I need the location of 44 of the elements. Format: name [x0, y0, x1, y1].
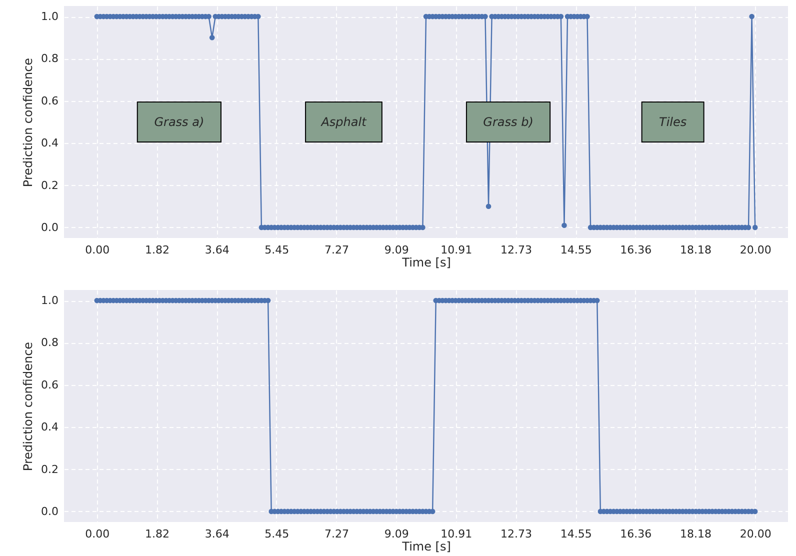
x-tick-label: 7.27 [324, 244, 349, 256]
x-tick-label: 9.09 [384, 244, 409, 256]
x-tick-label: 16.36 [620, 528, 652, 540]
annotation: Grass b) [483, 115, 534, 129]
x-tick-label: 10.91 [440, 528, 472, 540]
y-tick-label: 0.0 [41, 504, 58, 518]
x-tick-label: 9.09 [384, 528, 409, 540]
y-tick-label: 0.2 [41, 178, 58, 192]
y-tick-label: 1.0 [41, 10, 58, 24]
x-tick-label: 18.18 [680, 244, 712, 256]
x-tick-label: 5.45 [264, 528, 290, 540]
y-tick-label: 0.8 [41, 52, 58, 66]
x-tick-label: 12.73 [500, 528, 532, 540]
x-tick-label: 12.73 [500, 244, 532, 256]
x-tick-label: 20.00 [740, 528, 772, 540]
y-tick-label: 0.6 [41, 378, 58, 392]
x-tick-label: 20.00 [740, 244, 772, 256]
annotation: Asphalt [320, 115, 368, 129]
y-tick-label: 0.6 [41, 94, 58, 108]
annotation: Grass a) [154, 115, 204, 129]
x-tick-label: 0.00 [85, 528, 110, 540]
x-tick-label: 14.55 [560, 528, 592, 540]
y-tick-label: 0.4 [41, 136, 58, 150]
x-tick-label: 7.27 [324, 528, 349, 540]
y-tick-label: 0.8 [41, 336, 58, 350]
x-tick-label: 0.00 [85, 244, 110, 256]
x-tick-label: 5.45 [264, 244, 290, 256]
x-tick-label: 10.91 [440, 244, 472, 256]
x-tick-label: 3.64 [204, 244, 230, 256]
y-tick-label: 0.2 [41, 462, 58, 476]
x-axis-title: Time [s] [401, 256, 451, 270]
x-tick-label: 18.18 [680, 528, 712, 540]
x-tick-label: 3.64 [204, 528, 230, 540]
y-tick-label: 0.4 [41, 420, 58, 434]
x-tick-label: 1.82 [144, 528, 170, 540]
y-axis-title: Prediction confidence [21, 58, 36, 188]
x-axis-title: Time [s] [401, 540, 451, 554]
y-tick-label: 1.0 [41, 294, 58, 308]
x-tick-label: 16.36 [620, 244, 652, 256]
annotation: Tiles [659, 115, 687, 129]
x-tick-label: 1.82 [144, 244, 170, 256]
y-tick-label: 0.0 [41, 220, 58, 234]
y-axis-title: Prediction confidence [21, 342, 36, 472]
x-tick-label: 14.55 [560, 244, 592, 256]
